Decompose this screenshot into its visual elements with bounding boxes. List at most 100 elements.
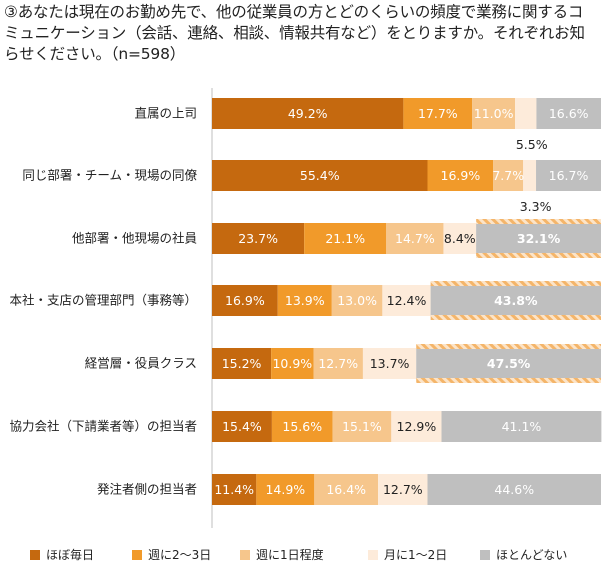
bar-segment (314, 474, 379, 505)
legend-label: 週に2～3日 (148, 548, 212, 562)
bar-segment (430, 285, 601, 316)
bar-segment (427, 160, 494, 191)
legend-item: 週に1日程度 (240, 545, 324, 565)
bar-segment (515, 98, 537, 129)
chart-title: ③あなたは現在のお勤め先で、他の従業員の方とどのくらいの頻度で業務に関するコミュ… (4, 3, 585, 63)
data-label: 12.7% (383, 482, 423, 497)
data-label: 13.0% (337, 293, 377, 308)
bar-segment (493, 160, 524, 191)
legend-swatch (132, 550, 142, 560)
bar-segment (362, 348, 417, 379)
data-label: 12.7% (318, 356, 358, 371)
data-label: 11.0% (474, 106, 514, 121)
data-label: 13.7% (370, 356, 410, 371)
data-label: 14.7% (395, 231, 435, 246)
bar-segment (331, 285, 383, 316)
legend-swatch (30, 550, 40, 560)
data-label: 15.2% (222, 356, 262, 371)
bar-segment (536, 98, 601, 129)
data-label: 32.1% (517, 231, 561, 246)
legend-item: 月に1～2日 (368, 545, 447, 565)
bar-segment (212, 98, 404, 129)
bar-segment (416, 348, 601, 379)
data-label: 44.6% (494, 482, 534, 497)
category-label: 他部署・他現場の社員 (72, 231, 198, 246)
legend-item: ほぼ毎日 (30, 545, 94, 565)
data-label: 49.2% (288, 106, 328, 121)
category-label: 同じ部署・チーム・現場の同僚 (22, 168, 197, 183)
legend-label: ほとんどない (496, 548, 568, 562)
bar-segment (304, 223, 387, 254)
bar-segment (443, 223, 477, 254)
category-label: 協力会社（下請業者等）の担当者 (9, 419, 197, 434)
data-label: 15.4% (222, 419, 262, 434)
highlight-stripe (416, 344, 601, 349)
data-label: 3.3% (520, 199, 552, 214)
legend-swatch (480, 550, 490, 560)
data-label: 16.6% (549, 106, 589, 121)
category-label: 本社・支店の管理部門（事務等） (9, 293, 197, 308)
bar-segment (212, 160, 428, 191)
category-label: 発注者側の担当者 (97, 482, 197, 497)
category-label: 直属の上司 (134, 106, 197, 121)
bar-segment (441, 411, 602, 442)
data-label: 13.9% (285, 293, 325, 308)
bar-segment (332, 411, 392, 442)
data-label: 41.1% (502, 419, 542, 434)
bar-segment (403, 98, 473, 129)
data-label: 55.4% (300, 168, 340, 183)
bar-segment (212, 223, 305, 254)
data-label: 15.6% (282, 419, 322, 434)
bar-segment (277, 285, 332, 316)
bar-segment (256, 474, 315, 505)
bar-segment (271, 411, 333, 442)
legend-label: ほぼ毎日 (46, 548, 95, 562)
bar-segment (536, 160, 601, 191)
legend-swatch (368, 550, 378, 560)
data-label: 23.7% (238, 231, 278, 246)
data-label: 5.5% (516, 137, 548, 152)
bar-segment (212, 348, 272, 379)
data-label: 7.7% (492, 168, 524, 183)
data-label: 47.5% (487, 356, 531, 371)
data-label: 8.4% (444, 231, 476, 246)
legend-label: 週に1日程度 (256, 548, 324, 562)
category-label: 経営層・役員クラス (85, 356, 197, 371)
highlight-stripe (476, 219, 601, 224)
bar-segment (378, 474, 428, 505)
highlight-stripe (476, 253, 601, 258)
data-label: 12.9% (397, 419, 437, 434)
bar-segment (313, 348, 363, 379)
legend: ほぼ毎日 週に2～3日 週に1日程度 月に1～2日 ほとんどない (30, 545, 602, 567)
data-label: 16.9% (441, 168, 481, 183)
legend-label: 月に1～2日 (384, 548, 448, 562)
data-label: 15.1% (342, 419, 382, 434)
data-label: 43.8% (494, 293, 538, 308)
bar-segment (212, 285, 278, 316)
data-label: 11.4% (214, 482, 254, 497)
data-label: 16.4% (326, 482, 366, 497)
bar-segment (212, 474, 257, 505)
data-label: 17.7% (418, 106, 458, 121)
bar-segment (386, 223, 444, 254)
legend-item: ほとんどない (480, 545, 567, 565)
highlight-stripe (430, 315, 601, 320)
legend-swatch (240, 550, 250, 560)
highlight-stripe (416, 378, 601, 383)
bar-segment (391, 411, 442, 442)
legend-item: 週に2～3日 (132, 545, 211, 565)
bar-segment (427, 474, 601, 505)
data-label: 16.9% (225, 293, 265, 308)
data-label: 21.1% (325, 231, 365, 246)
highlight-stripe (430, 281, 601, 286)
bar-segment (472, 98, 516, 129)
bar-segment (382, 285, 431, 316)
data-label: 16.7% (549, 168, 589, 183)
bar-segment (212, 411, 272, 442)
data-label: 12.4% (387, 293, 427, 308)
bar-segment (476, 223, 601, 254)
data-label: 10.9% (272, 356, 312, 371)
bar-segment (271, 348, 314, 379)
bar-segment (523, 160, 537, 191)
